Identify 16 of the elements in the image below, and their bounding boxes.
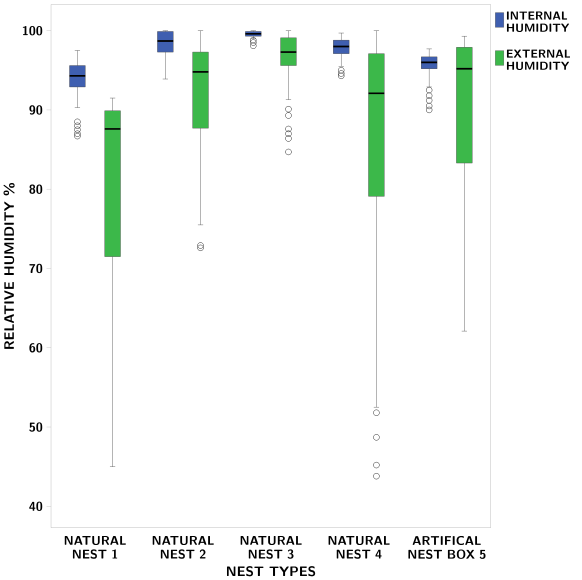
x-axis-title: NEST TYPES <box>226 566 316 576</box>
x-tick-label: NATURAL NEST 1 <box>64 536 126 559</box>
legend-label: EXTERNAL HUMIDITY <box>506 50 570 70</box>
y-tick-label: 60 <box>29 343 42 353</box>
y-axis-title: RELATIVE HUMIDITY % <box>4 183 15 349</box>
legend-label: INTERNAL HUMIDITY <box>506 12 570 32</box>
y-tick-label: 50 <box>29 422 42 432</box>
x-tick-label: NATURAL NEST 4 <box>328 536 390 559</box>
y-tick-label: 90 <box>29 105 42 115</box>
x-tick-label: ARTIFICAL NEST BOX 5 <box>408 536 486 560</box>
y-tick-label: 40 <box>29 502 42 512</box>
x-tick-label: NATURAL NEST 3 <box>240 536 302 559</box>
y-tick-label: 100 <box>22 26 42 36</box>
y-tick-label: 70 <box>29 264 42 274</box>
y-tick-label: 80 <box>29 184 42 194</box>
x-tick-label: NATURAL NEST 2 <box>152 536 214 559</box>
